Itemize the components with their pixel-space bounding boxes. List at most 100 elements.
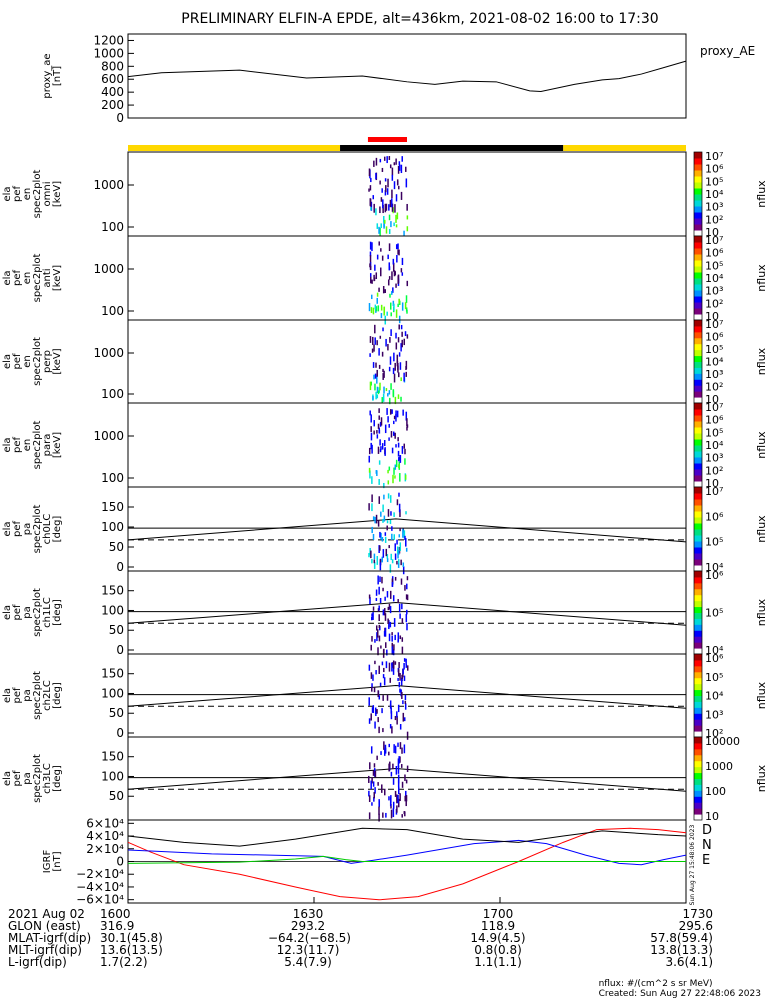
colorbar-segment <box>694 648 702 655</box>
data-mark <box>384 627 387 637</box>
data-mark <box>402 668 404 675</box>
data-mark <box>385 548 388 557</box>
footer-value: −64.2(−68.5) <box>268 931 351 945</box>
colorbar-tick-label: 10³ <box>705 452 723 465</box>
axis-label: ela <box>2 270 13 285</box>
data-mark <box>398 185 400 190</box>
data-mark <box>373 420 375 427</box>
colorbar-tick-label: 10 <box>705 810 719 823</box>
data-mark <box>374 337 376 345</box>
colorbar-segment <box>694 260 702 267</box>
data-mark <box>383 306 385 316</box>
data-mark <box>397 437 399 442</box>
data-mark <box>371 616 373 621</box>
data-mark <box>383 370 385 378</box>
data-mark <box>397 450 400 457</box>
colorbar-segment <box>694 218 702 225</box>
data-mark <box>368 795 371 803</box>
data-mark <box>369 185 372 191</box>
data-mark <box>397 559 400 566</box>
colorbar-tick-label: 10² <box>705 464 723 477</box>
footer-row-time: 2021 Aug 02 1600 1630 1700 1730 <box>8 907 713 921</box>
colorbar-tick-label: 10 <box>705 393 719 406</box>
data-mark <box>369 265 372 271</box>
axis-label: perp <box>42 350 53 373</box>
data-mark <box>394 634 396 641</box>
colorbar-segment <box>694 523 702 530</box>
colorbar-segment <box>694 535 702 542</box>
data-mark <box>373 274 375 282</box>
y-tick-label: 1000 <box>93 178 124 192</box>
series-line <box>127 855 686 864</box>
colorbar-label: nflux <box>755 180 768 208</box>
data-mark <box>383 216 385 223</box>
y-tick-label: 50 <box>109 706 124 720</box>
data-mark <box>397 165 400 174</box>
data-mark <box>371 444 373 454</box>
data-mark <box>405 800 407 807</box>
y-tick-label: 800 <box>101 59 124 73</box>
data-mark <box>401 257 404 266</box>
data-mark <box>405 547 408 552</box>
colorbar-segment <box>694 559 702 566</box>
colorbar-segment <box>694 343 702 351</box>
data-mark <box>389 337 391 343</box>
colorbar-segment <box>694 790 702 797</box>
footer-value: 1600 <box>100 907 131 921</box>
colorbar-tick-label: 10000 <box>705 735 740 748</box>
data-mark <box>389 564 392 573</box>
data-mark <box>368 697 370 706</box>
data-mark <box>387 343 389 351</box>
data-mark <box>405 538 407 547</box>
data-mark <box>399 527 401 532</box>
data-mark <box>372 516 375 521</box>
data-mark <box>404 700 407 704</box>
colorbar-segment <box>694 671 702 679</box>
colorbar-tick-label: 10³ <box>705 285 723 298</box>
data-mark <box>369 597 371 605</box>
data-mark <box>392 763 394 770</box>
data-mark <box>376 556 379 565</box>
data-mark <box>397 599 399 604</box>
colorbar-segment <box>694 200 702 207</box>
colorbar-tick-label: 10⁶ <box>705 510 724 523</box>
axis-label: omni <box>42 182 53 207</box>
data-mark <box>398 534 401 538</box>
data-mark <box>398 603 401 613</box>
data-mark <box>392 367 395 375</box>
data-mark <box>386 311 388 316</box>
data-mark <box>385 388 388 392</box>
data-mark <box>390 771 393 777</box>
data-mark <box>373 792 375 799</box>
data-mark <box>399 742 402 750</box>
data-mark <box>379 335 382 339</box>
axis-label: pa <box>22 606 33 618</box>
data-mark <box>396 499 399 506</box>
data-mark <box>375 362 377 368</box>
data-mark <box>369 198 372 206</box>
axis-label: spec2plot <box>32 754 43 803</box>
data-mark <box>372 534 375 540</box>
data-mark <box>373 160 375 167</box>
status-marker <box>367 137 407 142</box>
data-mark <box>383 482 385 489</box>
data-mark <box>388 266 391 271</box>
data-mark <box>405 658 407 665</box>
data-mark <box>405 166 407 172</box>
data-mark <box>406 623 408 631</box>
footer-value: 30.1(45.8) <box>100 931 163 945</box>
status-bar-segment <box>128 145 341 151</box>
data-mark <box>395 410 397 417</box>
panel-frame <box>127 736 687 821</box>
colorbar-segment <box>694 582 702 590</box>
data-mark <box>382 393 385 402</box>
colorbar-label: nflux <box>755 515 768 543</box>
data-mark <box>406 309 408 314</box>
data-mark <box>375 589 378 596</box>
data-mark <box>388 545 390 549</box>
data-mark <box>382 609 385 616</box>
data-mark <box>389 356 392 365</box>
data-mark <box>387 469 389 474</box>
data-mark <box>397 794 399 804</box>
data-mark <box>395 766 398 775</box>
